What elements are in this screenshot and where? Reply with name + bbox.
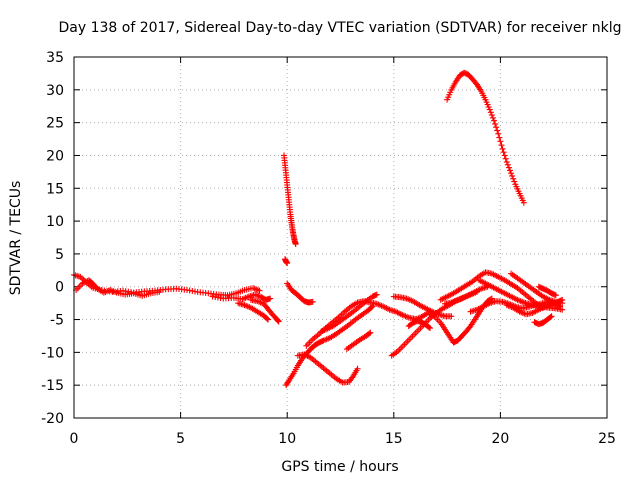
series-arc-10	[294, 351, 361, 386]
series-arc-20	[444, 69, 527, 206]
series-arc-8	[284, 280, 316, 306]
x-tick-label: 15	[385, 431, 403, 447]
y-tick-label: 5	[55, 247, 64, 263]
series-arc-25	[535, 283, 559, 299]
data-point	[503, 159, 510, 166]
plot-frame	[73, 56, 608, 419]
data-point	[499, 145, 506, 152]
series-arc-5	[235, 300, 272, 323]
series-arc-7	[282, 256, 291, 267]
data-point	[487, 109, 494, 116]
data-point	[275, 318, 282, 325]
data-point	[559, 306, 566, 313]
series-arc-16	[405, 317, 434, 332]
data-point	[548, 313, 555, 320]
y-tick-label: 20	[46, 148, 64, 164]
data-point	[486, 106, 493, 113]
x-tick-label: 10	[278, 431, 296, 447]
data-point	[494, 127, 501, 134]
series-arc-2	[73, 277, 163, 299]
x-tick-label: 25	[598, 431, 616, 447]
y-tick-label: 10	[46, 214, 64, 230]
data-point	[366, 330, 373, 337]
data-point	[425, 324, 432, 331]
data-point	[427, 325, 434, 332]
data-point	[448, 313, 455, 320]
x-tick-label: 0	[70, 431, 79, 447]
data-point	[496, 134, 503, 141]
data-point	[504, 161, 511, 168]
data-point	[493, 124, 500, 131]
data-point	[367, 329, 374, 336]
data-point	[309, 298, 316, 305]
series-arc-6	[281, 152, 299, 248]
data-point	[491, 117, 498, 124]
y-axis-title: SDTVAR / TECUs	[8, 181, 24, 296]
data-point	[267, 295, 274, 302]
data-point	[292, 241, 299, 248]
y-tick-label: 25	[46, 116, 64, 132]
data-point	[284, 260, 291, 267]
data-point	[256, 287, 263, 294]
y-tick-label: 35	[46, 50, 64, 66]
y-tick-label: -10	[41, 345, 64, 361]
data-point	[498, 142, 505, 149]
data-point	[488, 112, 495, 119]
data-point	[497, 138, 504, 145]
data-point	[506, 167, 513, 174]
data-point	[495, 130, 502, 137]
data-point	[502, 155, 509, 162]
data-point	[505, 164, 512, 171]
series-arc-15	[390, 293, 455, 320]
series-arc-26	[531, 313, 555, 328]
data-point	[510, 175, 517, 182]
chart-title: Day 138 of 2017, Sidereal Day-to-day VTE…	[59, 20, 622, 36]
data-point	[265, 316, 272, 323]
series-arc-13	[343, 329, 374, 353]
axis-ticks: 0 5 10 15 20 25 -20 -15 -10 -5 0 5 10 15 20 25 30 35	[41, 50, 616, 447]
data-point	[509, 172, 516, 179]
y-tick-label: -15	[41, 378, 64, 394]
series-arc-12	[318, 291, 380, 335]
data-point	[547, 314, 554, 321]
data-point	[492, 120, 499, 127]
data-point	[559, 300, 566, 307]
data-point	[373, 291, 380, 298]
series-arc-1	[71, 271, 263, 299]
series-arc-4	[247, 296, 282, 325]
data-point	[354, 365, 361, 372]
data-point	[508, 170, 515, 177]
data-point	[552, 292, 559, 299]
data-point	[500, 149, 507, 156]
data-point	[156, 288, 163, 295]
y-tick-label: 15	[46, 181, 64, 197]
grid	[74, 57, 607, 418]
data-points	[71, 69, 566, 389]
series-arc-24	[508, 270, 566, 307]
data-point	[263, 315, 270, 322]
data-point	[520, 199, 527, 206]
data-point	[489, 114, 496, 121]
x-tick-label: 20	[491, 431, 509, 447]
data-point	[511, 178, 518, 185]
y-tick-label: 0	[55, 280, 64, 296]
y-tick-label: -20	[41, 411, 64, 427]
x-tick-label: 5	[176, 431, 185, 447]
y-tick-label: 30	[46, 83, 64, 99]
x-axis-title: GPS time / hours	[281, 459, 398, 475]
series-arc-19	[441, 288, 480, 307]
data-point	[473, 288, 480, 295]
y-tick-label: -5	[50, 313, 64, 329]
data-point	[501, 152, 508, 159]
